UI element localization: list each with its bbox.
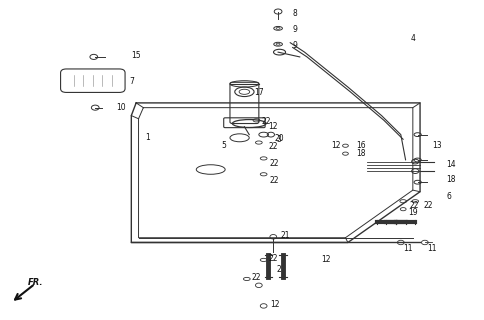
Text: 3: 3 xyxy=(277,135,282,144)
Text: 11: 11 xyxy=(403,244,413,253)
Text: 22: 22 xyxy=(269,142,278,151)
Text: 15: 15 xyxy=(131,52,141,60)
Text: 4: 4 xyxy=(410,34,415,43)
Text: 22: 22 xyxy=(270,159,279,168)
Text: 22: 22 xyxy=(261,117,271,126)
Text: FR.: FR. xyxy=(28,278,44,287)
Text: 9: 9 xyxy=(292,41,297,50)
Text: 9: 9 xyxy=(292,25,297,34)
Text: 22: 22 xyxy=(269,254,278,263)
Text: 16: 16 xyxy=(357,141,366,150)
Text: 11: 11 xyxy=(427,244,437,253)
Text: 12: 12 xyxy=(269,122,278,131)
Text: 22: 22 xyxy=(252,273,261,282)
Text: 22: 22 xyxy=(409,202,419,211)
Text: 17: 17 xyxy=(254,88,264,97)
Text: 12: 12 xyxy=(321,255,331,264)
Text: 18: 18 xyxy=(357,149,366,158)
Text: 8: 8 xyxy=(292,9,297,18)
Text: 13: 13 xyxy=(432,141,442,150)
Text: 14: 14 xyxy=(447,160,456,169)
Text: 6: 6 xyxy=(447,192,452,201)
Text: 7: 7 xyxy=(129,77,134,86)
Text: 18: 18 xyxy=(447,174,456,184)
Text: 20: 20 xyxy=(275,134,284,143)
Text: 1: 1 xyxy=(145,133,150,142)
Text: 10: 10 xyxy=(116,102,125,112)
Text: 12: 12 xyxy=(270,300,279,309)
Text: 19: 19 xyxy=(408,208,418,217)
Text: 21: 21 xyxy=(281,231,290,240)
Text: 2: 2 xyxy=(277,265,281,274)
Text: 12: 12 xyxy=(331,141,341,150)
Text: 5: 5 xyxy=(222,141,227,150)
Text: 22: 22 xyxy=(424,202,433,211)
Text: 22: 22 xyxy=(270,176,279,185)
